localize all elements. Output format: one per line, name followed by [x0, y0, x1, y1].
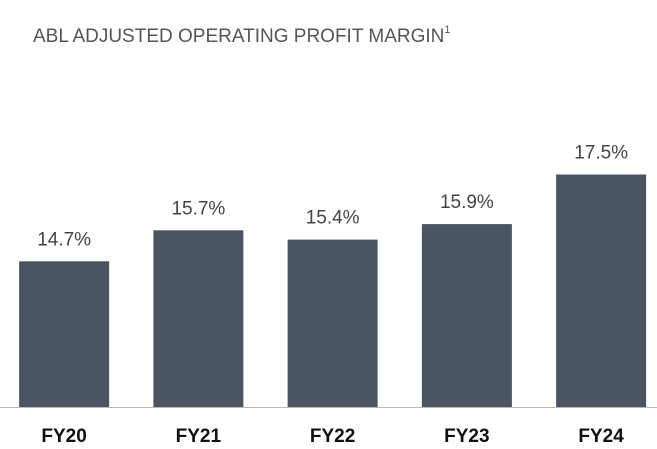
bar	[556, 174, 647, 407]
value-label: 17.5%	[574, 143, 628, 164]
x-tick-label: FY20	[41, 426, 86, 447]
bar	[19, 261, 110, 407]
x-tick-label: FY23	[444, 426, 489, 447]
chart-title: ABL ADJUSTED OPERATING PROFIT MARGIN1	[33, 24, 451, 47]
value-label: 15.4%	[306, 208, 360, 229]
x-tick-label: FY22	[310, 426, 355, 447]
x-tick-label: FY21	[176, 426, 222, 447]
bar	[287, 239, 378, 407]
value-label: 14.7%	[37, 229, 91, 250]
bar	[153, 230, 244, 407]
value-label: 15.9%	[440, 192, 494, 213]
title-text: ABL ADJUSTED OPERATING PROFIT MARGIN	[33, 26, 444, 47]
x-tick-label: FY24	[578, 426, 624, 447]
title-footnote: 1	[444, 24, 450, 36]
value-label: 15.7%	[171, 198, 225, 219]
bar	[421, 224, 512, 407]
